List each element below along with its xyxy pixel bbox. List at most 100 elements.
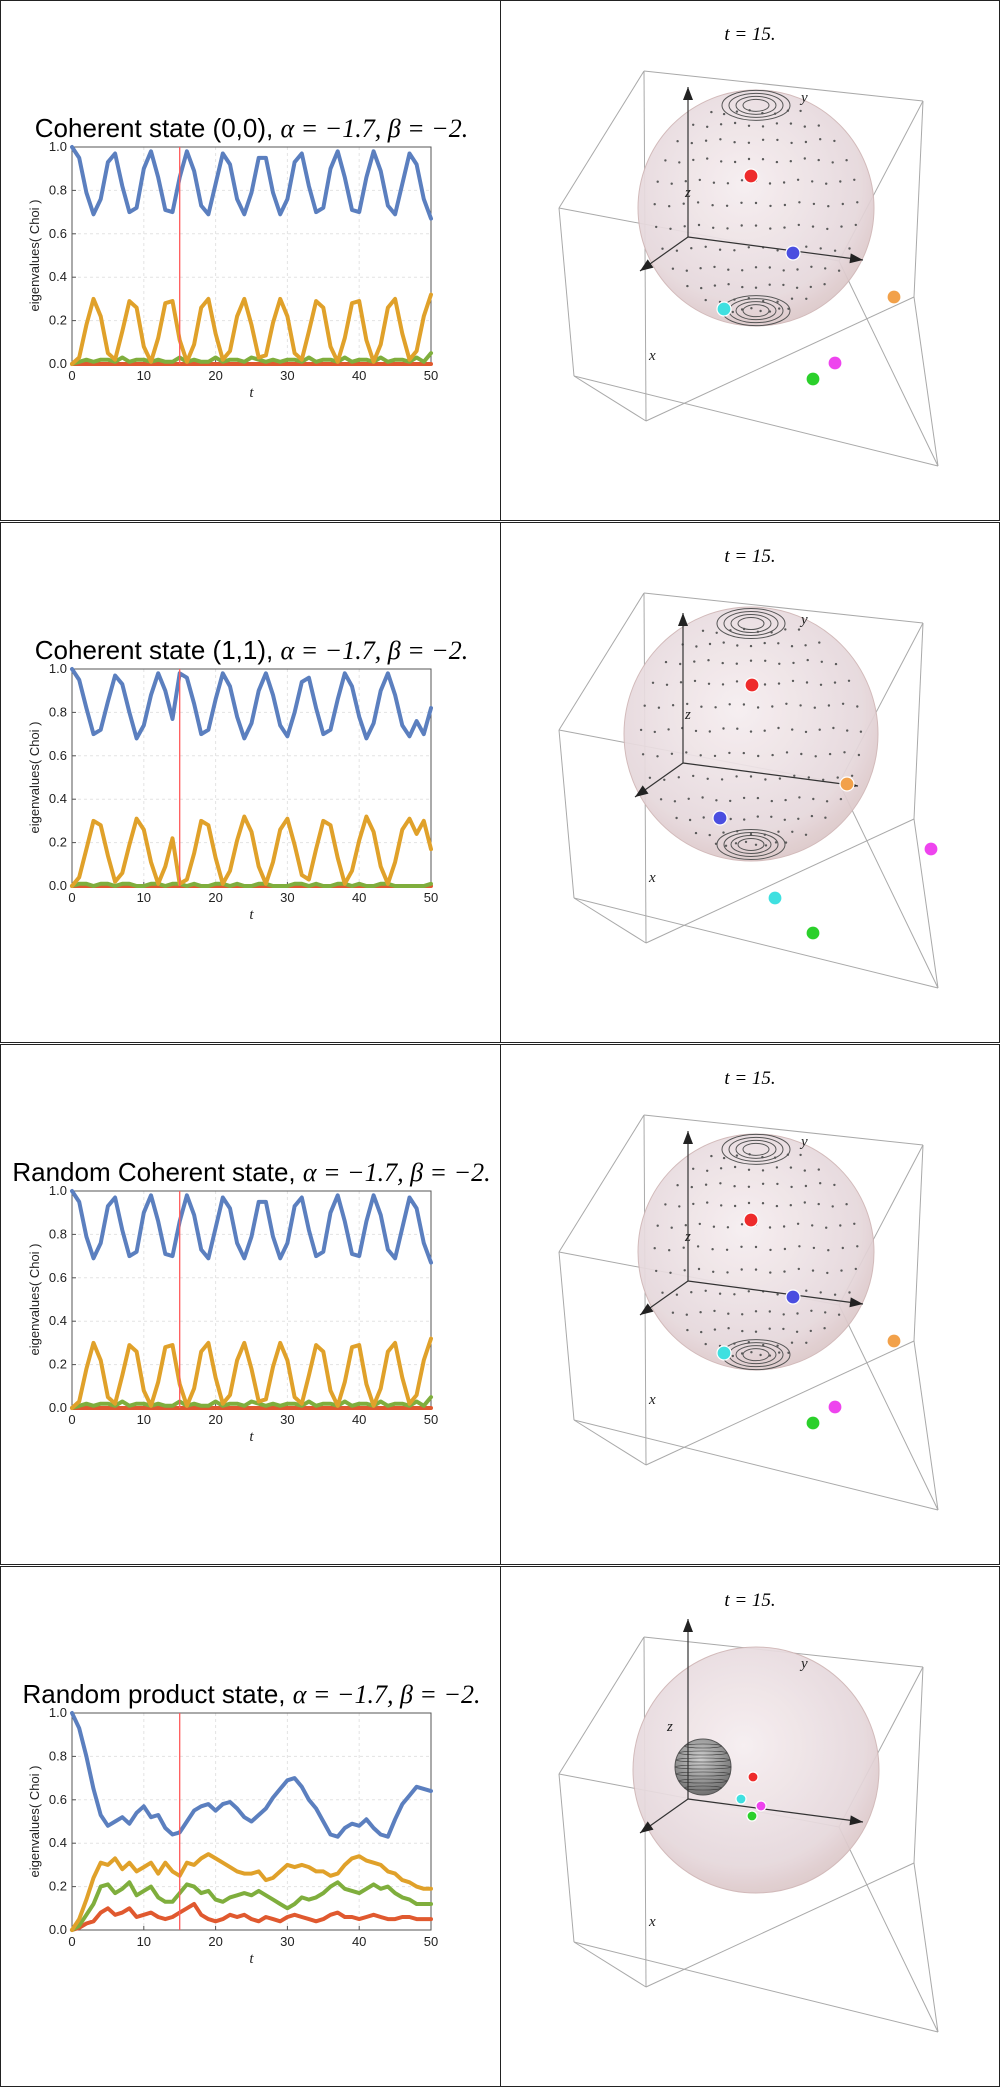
surface-point <box>693 679 697 683</box>
surface-point <box>847 679 851 682</box>
chart-title-main-4: Random product state, <box>22 1679 293 1709</box>
surface-point <box>678 1205 681 1208</box>
pole-ring-north <box>716 608 786 640</box>
surface-point <box>690 141 693 145</box>
surface-point <box>712 1225 716 1228</box>
surface-point <box>824 1311 827 1314</box>
surface-point <box>699 1311 702 1314</box>
y-axis-arrow <box>687 1280 864 1305</box>
bloch-z-label: z <box>666 1719 673 1735</box>
surface-point <box>727 1327 730 1330</box>
surface-point <box>845 159 848 162</box>
x-tick-label: 40 <box>352 368 366 383</box>
surface-point <box>790 1341 794 1344</box>
surface-point <box>704 139 708 142</box>
series-orange <box>70 814 433 888</box>
surface-point <box>799 1153 802 1157</box>
surface-point <box>726 1226 730 1229</box>
pole-ring-south <box>742 304 770 318</box>
state-point-green <box>805 371 821 387</box>
surface-point <box>700 286 703 290</box>
cube-edge <box>643 70 924 102</box>
bloch-cell-1: x y z <box>500 0 1000 521</box>
surface-point <box>826 1271 829 1275</box>
y-axis-arrow-head <box>849 1297 863 1308</box>
surface-point <box>679 662 682 666</box>
surface-point <box>782 1313 785 1316</box>
surface-point <box>804 644 807 647</box>
surface-point <box>670 182 673 185</box>
surface-point <box>656 755 659 758</box>
surface-point <box>805 297 808 300</box>
cube-edge <box>645 296 915 422</box>
x-tick-label: 50 <box>424 1412 438 1427</box>
cube-edge <box>913 296 939 467</box>
surface-point <box>769 1271 772 1274</box>
chart-title-1: Coherent state (0,0), α = −1.7, β = −2. <box>1 113 502 144</box>
state-point-magenta <box>827 355 843 371</box>
x-tick-label: 40 <box>352 1412 366 1427</box>
surface-point <box>782 181 786 184</box>
surface-point <box>782 283 785 287</box>
surface-point <box>812 202 816 206</box>
bloch-cell-4: x y z <box>500 1566 1000 2087</box>
surface-point <box>759 1353 762 1357</box>
surface-point <box>655 225 658 229</box>
surface-point <box>805 1341 808 1344</box>
surface-point <box>818 728 821 731</box>
state-point-cyan <box>716 301 732 317</box>
bloch-cell-2: x y z <box>500 522 1000 1043</box>
surface-point <box>692 158 695 162</box>
surface-point <box>761 125 765 128</box>
surface-point <box>782 269 785 272</box>
bloch-sphere-3: x y z <box>558 1114 939 1511</box>
bloch-sphere <box>623 606 879 862</box>
series-green <box>70 1395 433 1410</box>
pole-ring-north <box>728 1136 784 1162</box>
surface-point <box>692 123 695 127</box>
surface-point <box>708 730 711 733</box>
x-axis-arrow-head <box>640 1303 654 1315</box>
surface-point <box>664 1203 667 1206</box>
surface-point <box>693 660 696 663</box>
surface-point <box>827 1249 830 1252</box>
surface-point <box>833 249 837 252</box>
inner-sphere-ring <box>678 1750 728 1756</box>
y-tick-label: 0.6 <box>49 748 67 763</box>
surface-point <box>686 702 689 706</box>
surface-point <box>810 1309 813 1312</box>
surface-point <box>761 1182 765 1185</box>
cube-edge <box>838 1304 939 1511</box>
surface-point <box>839 1224 842 1227</box>
state-point-green <box>805 925 821 941</box>
surface-point <box>696 1245 700 1248</box>
surface-point <box>833 1183 836 1187</box>
surface-point <box>708 642 712 646</box>
surface-point <box>843 751 846 754</box>
surface-point <box>783 1247 787 1251</box>
surface-point <box>733 249 736 252</box>
surface-point <box>735 775 738 778</box>
cube-edge <box>913 818 939 989</box>
bloch-y-label: y <box>799 612 808 628</box>
surface-point <box>733 1165 737 1169</box>
surface-point <box>733 160 737 164</box>
y-tick-label: 0.6 <box>49 1270 67 1285</box>
series-red <box>70 1902 433 1932</box>
surface-point <box>768 283 771 286</box>
surface-point <box>734 842 738 845</box>
surface-point <box>776 1182 779 1186</box>
surface-point <box>713 265 716 269</box>
cube-edge <box>913 1666 924 1864</box>
surface-point <box>664 159 667 162</box>
time-label-text-1: t = 15. <box>724 24 776 45</box>
surface-point <box>706 125 709 128</box>
surface-point <box>690 247 693 250</box>
surface-point <box>824 816 827 819</box>
surface-point <box>791 679 795 683</box>
x-axis-label: t <box>249 1951 254 1967</box>
surface-point <box>798 796 801 799</box>
pole-ring-south <box>735 1345 777 1365</box>
surface-point <box>668 205 671 208</box>
